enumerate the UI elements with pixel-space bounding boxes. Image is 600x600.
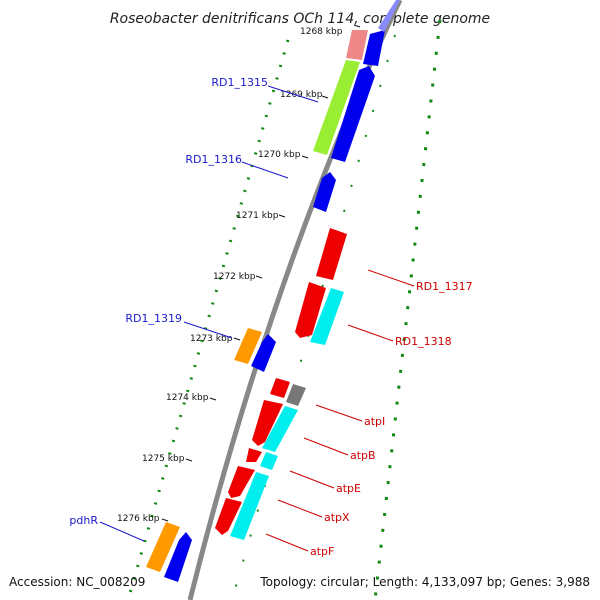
gene-label-rd1-1317[interactable]: RD1_1317 — [416, 280, 473, 293]
cds-atpI[interactable] — [270, 378, 290, 398]
cog-block-gray-atpI — [286, 384, 306, 406]
leader-rd1-1319 — [183, 321, 233, 339]
accession-text: Accession: NC_008209 — [9, 575, 145, 589]
cds-rd1-1317[interactable] — [316, 228, 347, 280]
tick-label-1269: 1269 kbp — [280, 90, 323, 100]
gene-label-rd1-1316[interactable]: RD1_1316 — [185, 153, 242, 166]
tick-mark — [353, 24, 361, 28]
cog-block-cyan-1318 — [310, 288, 344, 345]
tick-label-1271: 1271 kbp — [236, 211, 279, 221]
cog-block-cyan-atpB — [262, 406, 298, 452]
cds-rd1-1318[interactable] — [295, 282, 326, 338]
leader-pdhR — [99, 521, 145, 542]
cog-block-orange-1319 — [234, 328, 262, 364]
tick-label-1274: 1274 kbp — [166, 393, 209, 403]
tick-label-1275: 1275 kbp — [142, 454, 185, 464]
gene-label-atpI[interactable]: atpI — [364, 415, 385, 428]
leader-atpF — [265, 533, 309, 552]
leader-rd1-1315 — [267, 85, 319, 103]
topology-summary: Topology: circular; Length: 4,133,097 bp… — [259, 575, 590, 589]
tick-label-1276: 1276 kbp — [117, 514, 160, 524]
cds-atpF[interactable] — [215, 498, 242, 535]
gene-label-atpB[interactable]: atpB — [350, 449, 376, 462]
leader-rd1-1316 — [241, 161, 289, 179]
tick-mark — [301, 155, 309, 159]
leader-rd1-1317 — [367, 269, 415, 287]
tick-mark — [161, 518, 169, 522]
cog-block-green — [313, 60, 360, 155]
tick-mark — [233, 337, 241, 341]
tick-mark — [278, 214, 286, 218]
tick-mark — [255, 275, 263, 279]
forward-cog-group — [146, 30, 368, 572]
cds-atpE[interactable] — [246, 448, 262, 462]
tick-mark — [321, 95, 329, 99]
cds-rd1-1315[interactable] — [331, 66, 375, 162]
tick-label-1273: 1273 kbp — [190, 334, 233, 344]
leader-atpB — [303, 437, 349, 456]
cds-rd1-1314[interactable] — [363, 30, 385, 66]
gc-skew-track-outer — [373, 19, 442, 600]
leader-atpX — [277, 499, 323, 518]
cog-block-pink — [346, 30, 368, 60]
gene-label-atpX[interactable]: atpX — [324, 511, 350, 524]
tick-mark — [185, 458, 193, 462]
leader-atpI — [315, 404, 363, 422]
gene-label-atpF[interactable]: atpF — [310, 545, 334, 558]
cds-rd1-1319[interactable] — [251, 334, 276, 372]
gene-label-rd1-1318[interactable]: RD1_1318 — [395, 335, 452, 348]
leader-atpE — [289, 470, 335, 489]
reverse-cog-group — [230, 288, 344, 540]
tick-label-1268: 1268 kbp — [300, 27, 343, 37]
gene-label-pdhR[interactable]: pdhR — [69, 514, 98, 527]
tick-label-1272: 1272 kbp — [213, 272, 256, 282]
reverse-cds-group — [215, 228, 347, 535]
forward-leaders — [99, 85, 319, 542]
tick-label-1270: 1270 kbp — [258, 150, 301, 160]
tick-mark — [209, 397, 217, 401]
gene-label-rd1-1315[interactable]: RD1_1315 — [211, 76, 268, 89]
gene-label-rd1-1319[interactable]: RD1_1319 — [125, 312, 182, 325]
gene-label-atpE[interactable]: atpE — [336, 482, 361, 495]
cog-block-orange-pdhR — [146, 522, 180, 572]
cog-block-cyan-atpF — [230, 472, 269, 540]
cds-pdhR[interactable] — [164, 532, 192, 582]
map-title: Roseobacter denitrificans OCh 114, compl… — [110, 11, 490, 27]
forward-cds-group — [164, 0, 400, 582]
scale-ticks — [161, 24, 361, 522]
reverse-leaders — [265, 269, 415, 552]
leader-rd1-1318 — [347, 324, 394, 342]
cds-rd1-1316[interactable] — [313, 172, 336, 212]
cog-block-cyan-atpE — [260, 452, 278, 470]
cds-atpX[interactable] — [228, 466, 255, 498]
cds-atpB[interactable] — [252, 400, 283, 446]
cds-top[interactable] — [378, 0, 400, 32]
